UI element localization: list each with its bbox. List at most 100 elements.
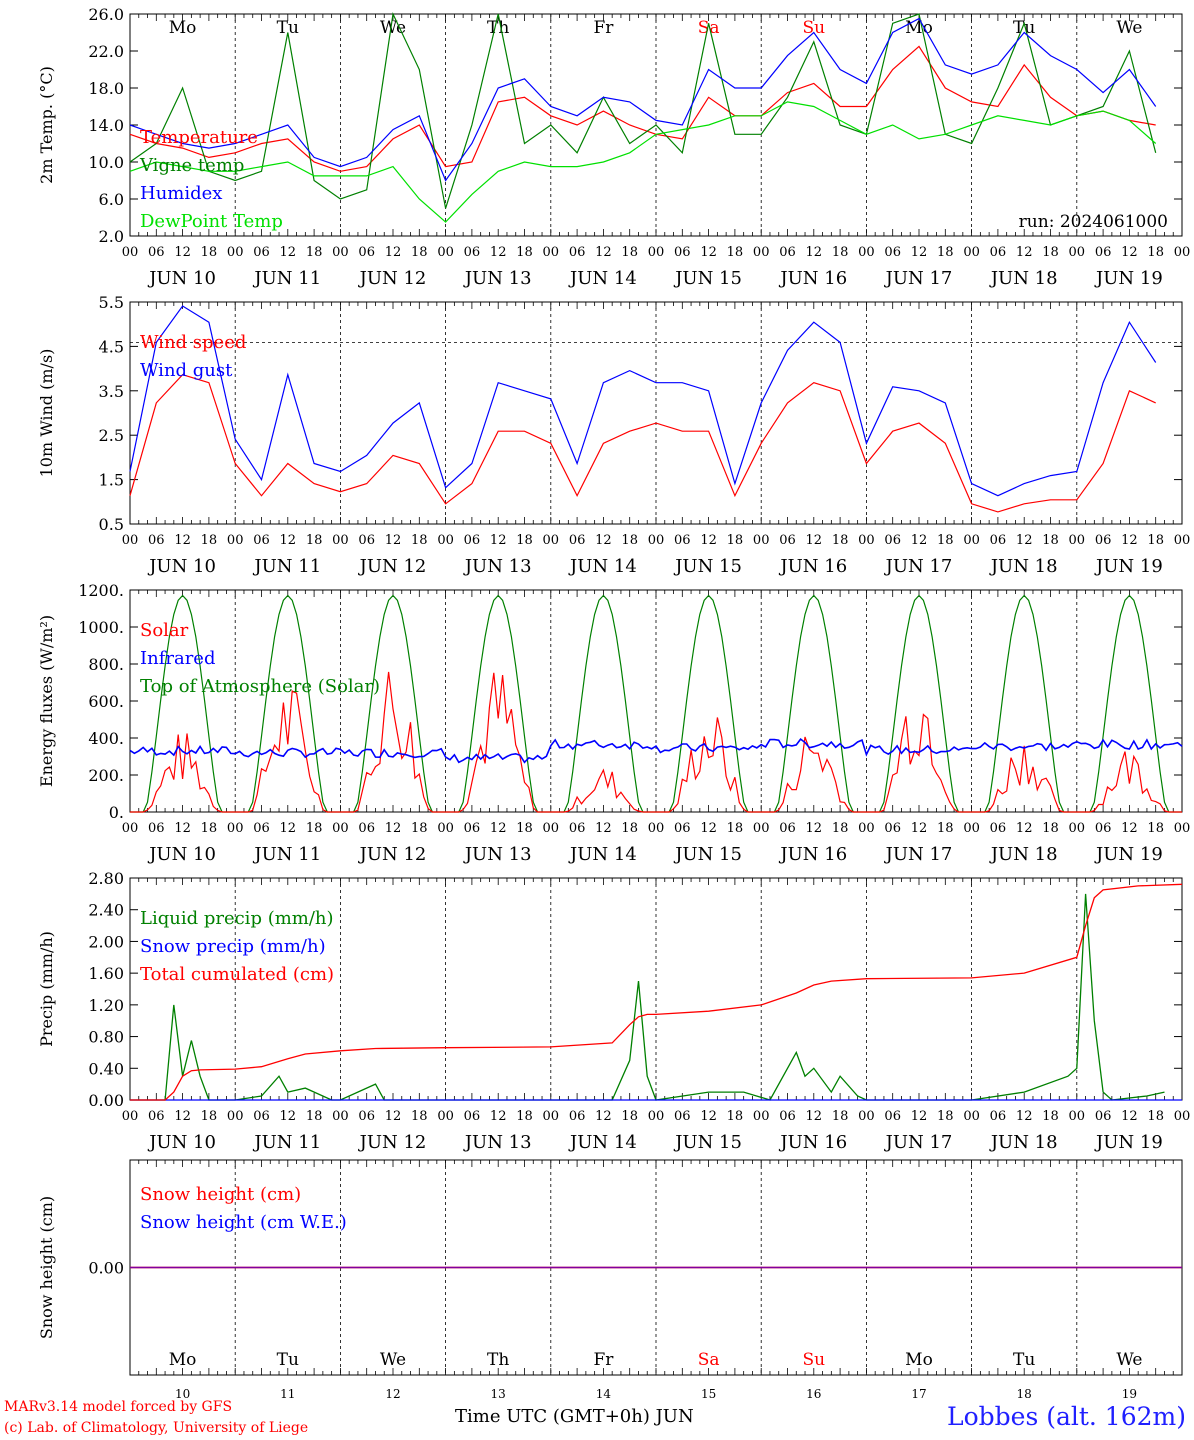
- y-tick-label: 400.: [88, 729, 124, 748]
- hour-label: 18: [411, 245, 428, 260]
- hour-label: 12: [595, 533, 612, 548]
- legend-entry: Solar: [140, 620, 189, 641]
- hour-label: 18: [727, 533, 744, 548]
- date-label: JUN 16: [778, 844, 847, 865]
- hour-label: 00: [332, 1109, 349, 1124]
- hour-label: 00: [227, 245, 244, 260]
- hour-label: 12: [385, 1109, 402, 1124]
- weekday-label: Mo: [169, 18, 197, 38]
- hour-label: 00: [437, 533, 454, 548]
- hour-label: 06: [990, 533, 1007, 548]
- date-label: JUN 13: [463, 1132, 532, 1153]
- hour-label: 18: [306, 245, 323, 260]
- hour-label: 12: [595, 1109, 612, 1124]
- hour-label: 18: [832, 533, 849, 548]
- legend-entry: Top of Atmosphere (Solar): [140, 676, 380, 697]
- date-label: JUN 11: [252, 844, 321, 865]
- date-label: JUN 15: [673, 1132, 742, 1153]
- y-axis-title: Precip (mm/h): [37, 931, 56, 1047]
- legend-entry: Total cumulated (cm): [140, 964, 334, 985]
- hour-label: 12: [1016, 245, 1033, 260]
- date-label: JUN 16: [778, 556, 847, 577]
- hour-label: 18: [201, 821, 218, 836]
- weekday-label: Su: [802, 1350, 825, 1370]
- station-name: Lobbes (alt. 162m): [946, 1402, 1186, 1431]
- hour-label: 06: [358, 1109, 375, 1124]
- hour-label: 12: [911, 821, 928, 836]
- weekday-label: We: [1116, 18, 1142, 38]
- series-line-temperature: [129, 45, 1156, 172]
- date-label: JUN 19: [1094, 1132, 1163, 1153]
- weekday-label: Tu: [1013, 18, 1035, 38]
- hour-label: 12: [280, 533, 297, 548]
- hour-label: 12: [280, 245, 297, 260]
- y-tick-label: 4.5: [99, 337, 124, 356]
- hour-label: 18: [937, 245, 954, 260]
- date-label: JUN 16: [778, 1132, 847, 1153]
- hour-label: 18: [1042, 245, 1059, 260]
- hour-label: 00: [437, 1109, 454, 1124]
- hour-label: 06: [1095, 821, 1112, 836]
- date-label: JUN 15: [673, 844, 742, 865]
- weekday-label: Sa: [698, 1350, 720, 1370]
- y-tick-label: 1.60: [88, 964, 124, 983]
- y-tick-label: 3.5: [99, 382, 124, 401]
- hour-label: 12: [700, 533, 717, 548]
- date-label: JUN 17: [884, 844, 953, 865]
- weekday-label: Sa: [698, 18, 720, 38]
- date-label: JUN 12: [358, 1132, 427, 1153]
- hour-label: 00: [1174, 821, 1191, 836]
- series-line-vigne-temp: [129, 11, 1157, 209]
- y-tick-label: 0.00: [88, 1091, 124, 1110]
- hour-label: 12: [911, 1109, 928, 1124]
- weekday-label: We: [380, 18, 406, 38]
- day-number: 17: [911, 1387, 926, 1401]
- hour-label: 18: [411, 1109, 428, 1124]
- hour-label: 06: [990, 1109, 1007, 1124]
- weekday-label: Fr: [593, 1350, 614, 1370]
- legend-entry: Snow precip (mm/h): [140, 936, 326, 957]
- hour-label: 18: [1042, 533, 1059, 548]
- lab-credit: (c) Lab. of Climatology, University of L…: [4, 1420, 309, 1436]
- hour-label: 06: [884, 533, 901, 548]
- hour-label: 00: [858, 1109, 875, 1124]
- y-tick-label: 18.0: [88, 79, 124, 98]
- hour-label: 00: [858, 245, 875, 260]
- y-axis-title: Snow height (cm): [37, 1196, 56, 1339]
- hour-label: 12: [1121, 245, 1138, 260]
- hour-label: 00: [332, 533, 349, 548]
- hour-label: 00: [753, 1109, 770, 1124]
- hour-label: 00: [122, 1109, 139, 1124]
- hour-label: 12: [490, 1109, 507, 1124]
- date-label: JUN 19: [1094, 556, 1163, 577]
- hour-label: 06: [1095, 245, 1112, 260]
- x-axis-title: Time UTC (GMT+0h) JUN: [455, 1406, 694, 1427]
- hour-label: 00: [437, 821, 454, 836]
- y-tick-label: 2.00: [88, 932, 124, 951]
- date-label: JUN 13: [463, 844, 532, 865]
- y-axis-title: Energy fluxes (W/m²): [37, 615, 56, 787]
- hour-label: 06: [358, 821, 375, 836]
- hour-label: 18: [937, 1109, 954, 1124]
- hour-label: 06: [464, 1109, 481, 1124]
- series-line-infrared: [129, 737, 1183, 764]
- series-line-liquid-precip-mm-h-: [130, 893, 1165, 1101]
- run-label: run: 2024061000: [1019, 212, 1168, 232]
- hour-label: 18: [1147, 1109, 1164, 1124]
- hour-label: 18: [306, 1109, 323, 1124]
- hour-label: 12: [385, 821, 402, 836]
- legend-entry: DewPoint Temp: [140, 211, 283, 232]
- hour-label: 06: [779, 245, 796, 260]
- date-label: JUN 17: [884, 556, 953, 577]
- hour-label: 12: [1016, 821, 1033, 836]
- hour-label: 12: [385, 245, 402, 260]
- y-axis-title: 2m Temp. (°C): [37, 66, 56, 184]
- y-tick-label: 10.0: [88, 153, 124, 172]
- date-label: JUN 18: [989, 844, 1058, 865]
- hour-label: 06: [674, 1109, 691, 1124]
- legend-entry: Infrared: [140, 648, 215, 669]
- legend-entry: Liquid precip (mm/h): [140, 908, 334, 929]
- hour-label: 00: [122, 821, 139, 836]
- hour-label: 12: [1121, 821, 1138, 836]
